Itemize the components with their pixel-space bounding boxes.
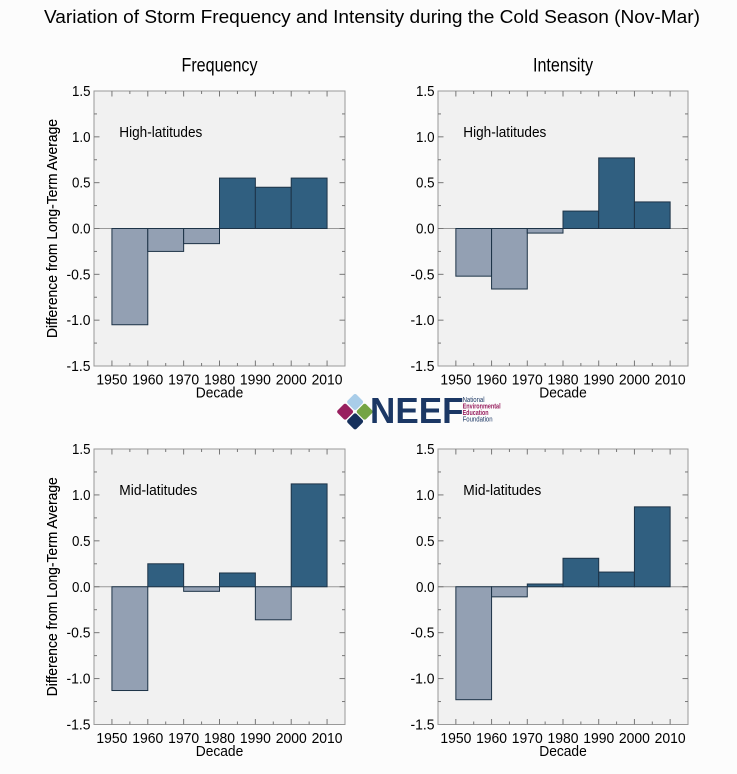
- svg-text:1980: 1980: [548, 730, 579, 747]
- svg-text:1970: 1970: [168, 730, 199, 747]
- svg-text:2010: 2010: [312, 371, 343, 388]
- svg-text:-0.5: -0.5: [67, 267, 91, 283]
- svg-text:-1.5: -1.5: [411, 718, 435, 734]
- svg-text:1970: 1970: [512, 371, 543, 388]
- svg-text:2000: 2000: [619, 371, 650, 388]
- svg-text:Mid-latitudes: Mid-latitudes: [119, 483, 197, 499]
- svg-text:1.5: 1.5: [416, 442, 435, 458]
- svg-text:Education: Education: [463, 410, 489, 417]
- svg-text:1.0: 1.0: [416, 130, 435, 146]
- svg-text:2000: 2000: [619, 730, 650, 747]
- svg-text:2010: 2010: [312, 730, 343, 747]
- svg-text:0.0: 0.0: [72, 222, 91, 238]
- svg-text:-1.0: -1.0: [67, 313, 91, 329]
- svg-text:-1.5: -1.5: [411, 359, 435, 375]
- svg-text:-1.5: -1.5: [67, 718, 91, 734]
- svg-text:1950: 1950: [96, 730, 127, 747]
- svg-text:1990: 1990: [583, 730, 614, 747]
- svg-text:2010: 2010: [655, 730, 686, 747]
- svg-text:1.5: 1.5: [72, 442, 91, 458]
- svg-text:0.5: 0.5: [72, 176, 91, 192]
- svg-text:Decade: Decade: [196, 743, 244, 760]
- svg-text:-0.5: -0.5: [411, 626, 435, 642]
- svg-text:2000: 2000: [276, 371, 307, 388]
- svg-text:1990: 1990: [583, 371, 614, 388]
- svg-text:Intensity: Intensity: [533, 55, 593, 76]
- svg-text:Variation of Storm Frequency a: Variation of Storm Frequency and Intensi…: [44, 7, 700, 27]
- svg-text:2010: 2010: [655, 371, 686, 388]
- svg-text:Difference from Long-Term Aver: Difference from Long-Term Average: [45, 477, 61, 696]
- svg-text:Decade: Decade: [539, 743, 587, 760]
- svg-text:1980: 1980: [204, 371, 235, 388]
- svg-text:Frequency: Frequency: [182, 55, 258, 76]
- svg-text:1990: 1990: [240, 730, 271, 747]
- svg-text:0.0: 0.0: [416, 580, 435, 596]
- svg-text:1.0: 1.0: [72, 130, 91, 146]
- svg-text:0.5: 0.5: [416, 176, 435, 192]
- svg-text:1950: 1950: [96, 371, 127, 388]
- svg-text:1.5: 1.5: [72, 84, 91, 100]
- svg-text:Mid-latitudes: Mid-latitudes: [463, 483, 541, 499]
- svg-text:-0.5: -0.5: [411, 267, 435, 283]
- svg-text:1.0: 1.0: [72, 488, 91, 504]
- svg-text:1.5: 1.5: [416, 84, 435, 100]
- svg-text:1950: 1950: [440, 730, 471, 747]
- svg-text:1970: 1970: [512, 730, 543, 747]
- svg-text:-1.0: -1.0: [411, 672, 435, 688]
- svg-text:-1.5: -1.5: [67, 359, 91, 375]
- svg-text:-0.5: -0.5: [67, 626, 91, 642]
- svg-text:1960: 1960: [132, 730, 163, 747]
- svg-text:1970: 1970: [168, 371, 199, 388]
- svg-text:Environmental: Environmental: [463, 403, 501, 410]
- svg-text:Difference from Long-Term Aver: Difference from Long-Term Average: [45, 119, 61, 338]
- svg-text:1980: 1980: [548, 371, 579, 388]
- svg-text:1960: 1960: [476, 730, 507, 747]
- svg-text:1960: 1960: [476, 371, 507, 388]
- svg-text:High-latitudes: High-latitudes: [463, 125, 546, 141]
- svg-text:0.0: 0.0: [72, 580, 91, 596]
- svg-text:National: National: [463, 397, 485, 404]
- svg-text:-1.0: -1.0: [411, 313, 435, 329]
- svg-text:0.0: 0.0: [416, 222, 435, 238]
- svg-text:2000: 2000: [276, 730, 307, 747]
- svg-text:Foundation: Foundation: [463, 416, 493, 423]
- svg-text:Decade: Decade: [539, 385, 587, 402]
- svg-text:0.5: 0.5: [72, 534, 91, 550]
- svg-text:1990: 1990: [240, 371, 271, 388]
- svg-text:High-latitudes: High-latitudes: [119, 125, 202, 141]
- svg-text:Difference from Long-Term Aver: Difference from Long-Term Average: [45, 119, 61, 338]
- svg-text:Difference from Long-Term Aver: Difference from Long-Term Average: [45, 477, 61, 696]
- svg-text:1980: 1980: [204, 730, 235, 747]
- svg-text:NEEF: NEEF: [370, 390, 464, 431]
- svg-text:1.0: 1.0: [416, 488, 435, 504]
- svg-text:1950: 1950: [440, 371, 471, 388]
- svg-text:1960: 1960: [132, 371, 163, 388]
- svg-text:0.5: 0.5: [416, 534, 435, 550]
- svg-text:-1.0: -1.0: [67, 672, 91, 688]
- svg-text:Decade: Decade: [196, 385, 244, 402]
